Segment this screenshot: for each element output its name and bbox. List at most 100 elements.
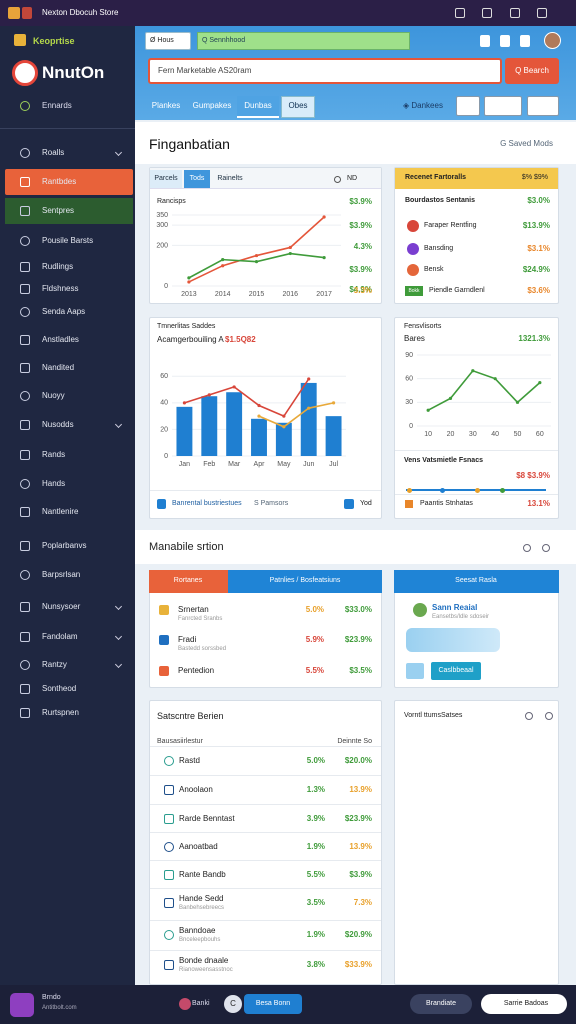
point (426, 408, 430, 412)
point (221, 258, 225, 262)
window-button[interactable] (455, 8, 465, 18)
brand-name: NnutOn (42, 62, 105, 82)
point (221, 264, 225, 268)
x-tick-label: 2015 (249, 291, 265, 298)
nav-item[interactable]: Barpsrlsan (42, 570, 81, 580)
tab-label[interactable]: Patnlies / Bosfeatsiuns (269, 576, 341, 584)
quick-search[interactable] (197, 32, 410, 50)
section-panel (135, 530, 576, 564)
tab-orange[interactable] (149, 570, 228, 593)
nav-item[interactable]: Anstladles (42, 335, 79, 345)
row-pct: 5.9% (305, 635, 324, 645)
x-tick-label: Feb (203, 461, 215, 468)
tab-label: Ø Hous (150, 36, 174, 44)
link[interactable]: ◈ Dankees (403, 101, 443, 111)
nav-tab[interactable]: Dunbas (244, 101, 272, 111)
point (322, 256, 326, 260)
nav-item[interactable]: Nandited (42, 363, 75, 373)
nav-item[interactable]: Fandolam (42, 632, 78, 642)
button-label[interactable]: Sarrie Badoas (503, 999, 549, 1007)
nav-item[interactable]: Rurtspnen (42, 708, 79, 718)
chip-label[interactable]: Banki (192, 999, 210, 1007)
header-icon[interactable] (500, 35, 510, 47)
nav-item[interactable]: Sentpres (42, 206, 75, 216)
nav-item[interactable]: Senda Aaps (42, 307, 86, 317)
nav-item[interactable]: Nantlenire (42, 507, 79, 517)
x-tick-label: 10 (424, 431, 432, 438)
search-bar[interactable] (148, 58, 502, 84)
tab-label[interactable]: Tods (189, 174, 205, 182)
stat-value: 1321.3% (518, 334, 550, 344)
header-icon[interactable] (520, 35, 530, 47)
control-label[interactable]: ND (346, 174, 358, 182)
tab-active[interactable] (237, 96, 279, 118)
tab-label[interactable]: Rortanes (173, 576, 203, 584)
nav-item[interactable]: Pousile Barsts (42, 236, 94, 246)
home-tab[interactable] (145, 32, 191, 50)
y-tick-label: 30 (405, 399, 413, 406)
nav-item[interactable]: Rudlings (42, 262, 74, 272)
nav-tab[interactable]: Plankes (151, 101, 181, 111)
footer-link[interactable]: Banrental bustriestues (172, 499, 242, 507)
tab[interactable] (150, 170, 182, 188)
nav-item[interactable]: Hands (42, 479, 66, 489)
row-value: $24.9% (522, 265, 550, 275)
header-button[interactable] (484, 96, 522, 116)
button[interactable] (410, 994, 472, 1014)
nav-tab[interactable]: Obes (288, 101, 308, 111)
window-button[interactable] (510, 8, 520, 18)
divider (150, 860, 381, 861)
x-tick-label: Jul (329, 461, 338, 468)
divider (0, 128, 135, 129)
nav-tab[interactable]: Gumpakes (192, 101, 232, 111)
nav-item[interactable]: Fldshness (42, 284, 79, 294)
x-tick-label: 2017 (316, 291, 332, 298)
tab-boxed[interactable] (281, 96, 315, 118)
tab-label[interactable]: Parcels (154, 174, 178, 182)
row-name: Rarde Benntast (179, 814, 235, 824)
tab[interactable] (184, 170, 210, 188)
y-tick-label: 60 (160, 373, 168, 380)
icon (164, 870, 174, 880)
tab-blue[interactable] (228, 570, 382, 593)
button-label[interactable]: Besa Bonn (255, 999, 291, 1007)
row-name: Bourdastos Sentanis (405, 196, 476, 204)
nav-active (5, 169, 133, 195)
nav-item[interactable]: Nusodds (42, 420, 74, 430)
nav-item[interactable]: Nuoyy (42, 391, 65, 401)
button[interactable] (481, 994, 567, 1014)
header-value: $% $9% (521, 173, 548, 181)
avatar[interactable] (544, 32, 561, 49)
row-icon (159, 666, 169, 676)
window-title: Nexton Dbocuh Store (42, 8, 119, 18)
tab-label[interactable]: Rainelts (217, 174, 243, 182)
window-button[interactable] (482, 8, 492, 18)
nav-item[interactable]: Poplarbanvs (42, 541, 87, 551)
user-avatar[interactable] (10, 993, 34, 1017)
action-link[interactable]: G Saved Mods (500, 139, 553, 149)
nav-item[interactable]: Rantbdes (42, 177, 77, 187)
header-button[interactable] (456, 96, 480, 116)
search-button[interactable] (505, 58, 559, 84)
icon (20, 479, 30, 489)
nav-item[interactable]: Nunsysoer (42, 602, 81, 612)
button-label[interactable]: Brandiate (426, 999, 456, 1007)
window-button[interactable] (537, 8, 547, 18)
button-label[interactable]: Caslbbeaal (438, 666, 474, 674)
header-button[interactable] (527, 96, 559, 116)
chip[interactable] (224, 995, 242, 1013)
footer-label[interactable]: Yod (360, 499, 372, 507)
divider (150, 490, 381, 491)
button[interactable] (244, 994, 302, 1014)
card-title: Recenet Fartoralls (405, 173, 467, 181)
icon-button[interactable] (406, 663, 424, 679)
y-tick-label: 90 (405, 352, 413, 359)
nav-item[interactable]: Sontheod (42, 684, 77, 694)
button[interactable] (431, 662, 481, 680)
nav-item[interactable]: Rantzy (42, 660, 67, 670)
nav-item[interactable]: Rands (42, 450, 66, 460)
nav-item[interactable]: Ennards (42, 101, 72, 111)
nav-item[interactable]: Roalls (42, 148, 65, 158)
chip-label[interactable]: C (230, 999, 236, 1009)
header-icon[interactable] (480, 35, 490, 47)
